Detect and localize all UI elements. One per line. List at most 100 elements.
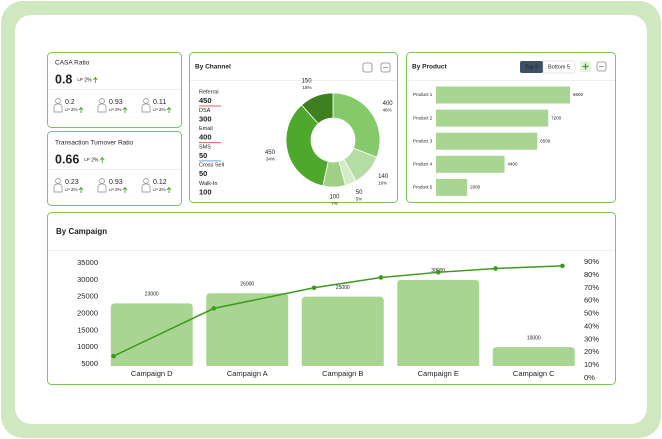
product-label: Product 1 bbox=[413, 92, 433, 97]
y2-tick-label: 90% bbox=[584, 257, 599, 266]
donut-segment bbox=[301, 92, 334, 125]
y2-tick-label: 10% bbox=[584, 360, 599, 369]
person-icon bbox=[55, 98, 61, 104]
person-icon bbox=[141, 183, 151, 193]
person-icon bbox=[97, 183, 107, 193]
channel-value: 400 bbox=[199, 133, 212, 142]
bar-value: 8600 bbox=[573, 92, 584, 97]
change: 2% bbox=[159, 187, 166, 192]
donut-share: 18% bbox=[303, 85, 312, 90]
chart-title: By Campaign bbox=[56, 227, 107, 236]
channel-value: 450 bbox=[199, 96, 212, 105]
y-tick-label: 20000 bbox=[77, 308, 98, 317]
lp-label: LP bbox=[109, 107, 114, 112]
donut-value: 400 bbox=[383, 101, 394, 107]
y2-tick-label: 0% bbox=[584, 373, 595, 382]
bar bbox=[436, 132, 538, 150]
lp-label: LP bbox=[84, 157, 90, 162]
up-arrow bbox=[78, 106, 84, 113]
donut-share: 7% bbox=[331, 201, 338, 206]
bar bbox=[436, 109, 549, 127]
up-arrow bbox=[122, 186, 128, 193]
item-value: 0.23 bbox=[65, 179, 79, 186]
line-point bbox=[435, 270, 441, 275]
y-tick-label: 10000 bbox=[77, 342, 98, 351]
bar bbox=[436, 86, 570, 104]
product-label: Product 5 bbox=[413, 185, 433, 190]
y2-tick-label: 40% bbox=[584, 321, 599, 330]
change: 2% bbox=[115, 107, 122, 112]
bar-value: 2000 bbox=[470, 185, 481, 190]
lp-label: LP bbox=[153, 187, 158, 192]
up-arrow bbox=[93, 76, 98, 83]
line-point bbox=[378, 275, 384, 280]
channel-label: DSA bbox=[199, 108, 211, 114]
bar-value: 7200 bbox=[551, 115, 562, 120]
channel-value: 50 bbox=[199, 169, 207, 178]
person-icon bbox=[143, 98, 149, 104]
line-point bbox=[560, 263, 565, 269]
lp-label: LP bbox=[153, 107, 158, 112]
channel-value: 50 bbox=[199, 151, 207, 160]
donut-value: 150 bbox=[302, 79, 313, 85]
person-icon bbox=[99, 98, 105, 104]
download-icon[interactable] bbox=[362, 62, 373, 73]
chart-title: By Channel bbox=[195, 64, 231, 71]
change: 2% bbox=[71, 187, 78, 192]
y-tick-label: 5000 bbox=[81, 359, 98, 368]
donut-value: 450 bbox=[265, 150, 276, 156]
change: 2% bbox=[115, 187, 122, 192]
up-arrow bbox=[122, 106, 128, 113]
y2-tick-label: 20% bbox=[584, 347, 599, 356]
person-icon bbox=[53, 183, 63, 193]
person-icon bbox=[99, 178, 105, 184]
kpi-value: 0.66 bbox=[55, 152, 79, 166]
change: 2% bbox=[84, 77, 92, 83]
minimize-icon[interactable] bbox=[380, 62, 391, 73]
donut-value: 50 bbox=[356, 190, 363, 196]
change: 2% bbox=[71, 107, 78, 112]
line-point bbox=[493, 266, 498, 271]
minimize-icon[interactable] bbox=[596, 61, 607, 72]
y-tick-label: 30000 bbox=[77, 275, 98, 284]
lp-label: LP bbox=[65, 107, 70, 112]
x-tick-label: Campaign C bbox=[513, 369, 555, 378]
x-tick-label: Campaign E bbox=[418, 369, 459, 378]
product-label: Product 3 bbox=[413, 138, 433, 143]
bar-value: 26000 bbox=[240, 282, 254, 288]
lp-label: LP bbox=[65, 187, 70, 192]
x-tick-label: Campaign A bbox=[227, 369, 268, 378]
bar-value: 4400 bbox=[508, 161, 519, 166]
bar bbox=[301, 296, 384, 366]
tab-button[interactable] bbox=[542, 60, 576, 74]
bar bbox=[492, 347, 575, 366]
change: 2% bbox=[91, 157, 99, 163]
tab-label: Top 5 bbox=[525, 64, 538, 70]
y2-tick-label: 80% bbox=[584, 270, 599, 279]
person-icon bbox=[55, 178, 61, 184]
up-arrow bbox=[78, 186, 84, 193]
y-tick-label: 15000 bbox=[77, 325, 98, 334]
bar-value: 23000 bbox=[145, 292, 159, 298]
up-arrow bbox=[166, 106, 172, 113]
person-icon bbox=[143, 178, 149, 184]
bar-value: 6500 bbox=[540, 138, 551, 143]
line-point bbox=[311, 285, 317, 291]
bar-value: 10000 bbox=[527, 335, 541, 341]
tab-label: Bottom 5 bbox=[548, 64, 570, 70]
bar bbox=[110, 303, 193, 366]
bar bbox=[206, 293, 289, 366]
card-title: CASA Ratio bbox=[55, 60, 90, 67]
lp-label: LP bbox=[109, 187, 114, 192]
x-tick-label: Campaign D bbox=[131, 369, 173, 378]
y-tick-label: 25000 bbox=[77, 292, 98, 301]
y2-tick-label: 60% bbox=[584, 296, 599, 305]
channel-label: Walk-In bbox=[199, 181, 217, 187]
donut-value: 100 bbox=[329, 195, 340, 201]
channel-label: Cross Sell bbox=[199, 163, 224, 169]
y2-tick-label: 50% bbox=[584, 309, 599, 318]
tab-button[interactable] bbox=[520, 61, 543, 73]
item-value: 0.11 bbox=[153, 99, 166, 106]
